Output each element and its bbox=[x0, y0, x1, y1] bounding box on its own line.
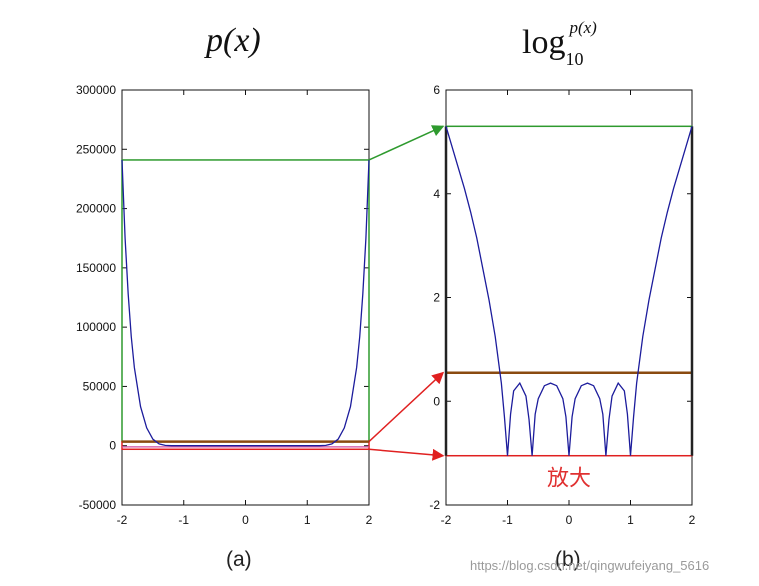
zoom-label: 放大 bbox=[547, 467, 591, 492]
y-tick-label-a: 250000 bbox=[76, 142, 116, 156]
x-tick-label-b: 2 bbox=[689, 513, 696, 527]
series-line-b bbox=[445, 126, 693, 456]
green-zoom-arrow bbox=[368, 125, 445, 161]
y-tick-label-a: 150000 bbox=[76, 261, 116, 275]
x-tick-label-b: 0 bbox=[566, 513, 573, 527]
y-tick-label-a: 50000 bbox=[83, 379, 117, 393]
left-chart-title: p(x) bbox=[206, 22, 261, 59]
plot-frame-b bbox=[445, 89, 693, 506]
y-tick-label-a: 200000 bbox=[76, 202, 116, 216]
x-tick-label-a: 0 bbox=[242, 513, 249, 527]
panel-a: -50000 0 50000 100000 150000 200000 250000 3000… bbox=[76, 83, 373, 527]
watermark: https://blog.csdn.net/qingwufeiyang_5616 bbox=[470, 558, 710, 573]
y-tick-label-a: -50000 bbox=[79, 498, 117, 512]
green-highlight-box-b bbox=[445, 125, 693, 374]
y-tick-label-b: 4 bbox=[433, 187, 440, 201]
panel-b: -2 0 2 4 6 -2 -1 0 1 2 bbox=[429, 83, 695, 527]
x-tick-label-a: 1 bbox=[304, 513, 311, 527]
right-chart-title: log10 p(x) bbox=[522, 18, 611, 69]
y-tick-label-a: 0 bbox=[109, 439, 116, 453]
left-chart-caption: (a) bbox=[226, 548, 252, 571]
right-chart-caption: (b) bbox=[555, 548, 581, 571]
y-tick-label-a: 300000 bbox=[76, 83, 116, 97]
series-line-a bbox=[121, 159, 370, 447]
red-zoom-arrow-bottom bbox=[368, 448, 445, 461]
right-title-base: log bbox=[522, 24, 566, 61]
red-zoom-arrow-top bbox=[368, 371, 445, 443]
x-tick-label-a: 2 bbox=[366, 513, 373, 527]
green-highlight-box-a bbox=[121, 159, 370, 443]
red-highlight-box-b bbox=[445, 371, 693, 457]
x-tick-label-a: -2 bbox=[117, 513, 128, 527]
right-title-subscript: 10 bbox=[565, 49, 584, 69]
x-tick-label-b: -2 bbox=[441, 513, 452, 527]
y-tick-label-b: 6 bbox=[433, 83, 440, 97]
right-title-superscript: p(x) bbox=[569, 18, 597, 37]
x-tick-label-b: -1 bbox=[502, 513, 513, 527]
x-tick-label-a: -1 bbox=[178, 513, 189, 527]
y-tick-label-b: 0 bbox=[433, 394, 440, 408]
x-tick-label-b: 1 bbox=[627, 513, 634, 527]
y-tick-label-b: -2 bbox=[429, 498, 440, 512]
y-tick-label-b: 2 bbox=[433, 291, 440, 305]
y-tick-label-a: 100000 bbox=[76, 320, 116, 334]
